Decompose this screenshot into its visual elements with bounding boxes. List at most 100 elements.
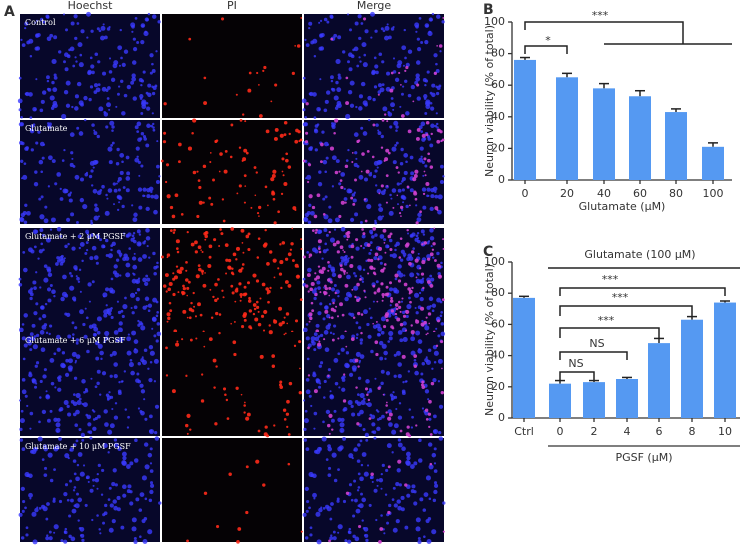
nucleus [397,374,402,379]
nucleus [402,64,406,67]
nucleus [34,46,39,51]
nucleus [401,391,406,396]
pi-cell [328,413,333,418]
pi-cell [436,319,441,323]
pi-cell [245,510,249,515]
nucleus [139,97,143,100]
nucleus [392,70,397,74]
nucleus [57,387,62,392]
nucleus [359,476,364,482]
column-header: Hoechst [68,0,114,12]
pi-cell [287,252,292,257]
nucleus [106,27,111,31]
nucleus [417,348,423,354]
nucleus [313,427,316,430]
nucleus [124,408,128,411]
pi-cell [241,263,245,266]
pi-cell [252,312,256,316]
nucleus [147,303,153,308]
nucleus [410,171,415,176]
pi-cell [433,227,436,230]
micrograph [19,330,162,438]
pi-cell [232,252,237,257]
pi-cell [193,305,196,308]
nucleus [388,503,392,508]
nucleus [308,92,312,96]
nucleus [22,499,26,504]
nucleus [437,334,441,338]
pi-cell [214,282,218,287]
pi-cell [439,274,442,278]
nucleus [37,257,40,260]
nucleus [312,492,317,498]
pi-cell [285,152,289,156]
nucleus [334,106,339,111]
pi-cell [278,306,283,311]
pi-cell [198,185,202,190]
pi-cell [163,284,167,288]
nucleus [92,166,95,169]
pi-cell [169,309,173,313]
nucleus [431,92,436,98]
nucleus [98,29,102,33]
nucleus [421,137,426,142]
nucleus [381,463,385,468]
significance-bracket [559,371,595,380]
nucleus [100,493,104,496]
nucleus [131,311,135,315]
nucleus [112,63,118,69]
nucleus [369,316,373,320]
nucleus [145,236,151,241]
nucleus [426,254,431,259]
nucleus [108,108,111,111]
nucleus [148,186,154,192]
nucleus [369,413,373,417]
nucleus [333,228,337,231]
pi-cell [247,88,252,93]
pi-cell [389,299,394,303]
pi-cell [262,483,266,487]
pi-cell [274,83,278,87]
pi-cell [239,299,242,302]
pi-cell [305,284,309,288]
nucleus [79,534,82,537]
nucleus [386,521,390,525]
nucleus [314,336,320,342]
nucleus [315,511,321,517]
nucleus [34,21,37,24]
nucleus [96,381,100,386]
pi-cell [280,286,283,290]
nucleus [332,332,335,336]
pi-cell [414,169,419,174]
micrograph [18,436,162,545]
bar [629,96,651,180]
pi-cell [265,129,270,134]
nucleus [356,489,360,492]
nucleus [149,489,154,495]
nucleus [116,92,120,96]
nucleus [389,304,392,307]
bar [514,59,536,180]
nucleus [433,462,437,465]
pi-cell [339,264,343,268]
nucleus [371,235,375,239]
nucleus [353,479,357,483]
pi-cell [377,258,380,261]
pi-cell [387,465,391,469]
nucleus [355,321,359,325]
bar [593,88,615,180]
pi-cell [262,243,267,248]
pi-cell [360,331,363,335]
nucleus [84,172,89,177]
nucleus [112,182,116,186]
nucleus [304,409,308,413]
nucleus [45,390,48,393]
nucleus [125,262,131,268]
pi-cell [410,330,415,335]
pi-cell [421,380,425,384]
nucleus [72,64,76,68]
nucleus [324,170,328,174]
pi-cell [222,387,227,391]
nucleus [105,287,110,292]
